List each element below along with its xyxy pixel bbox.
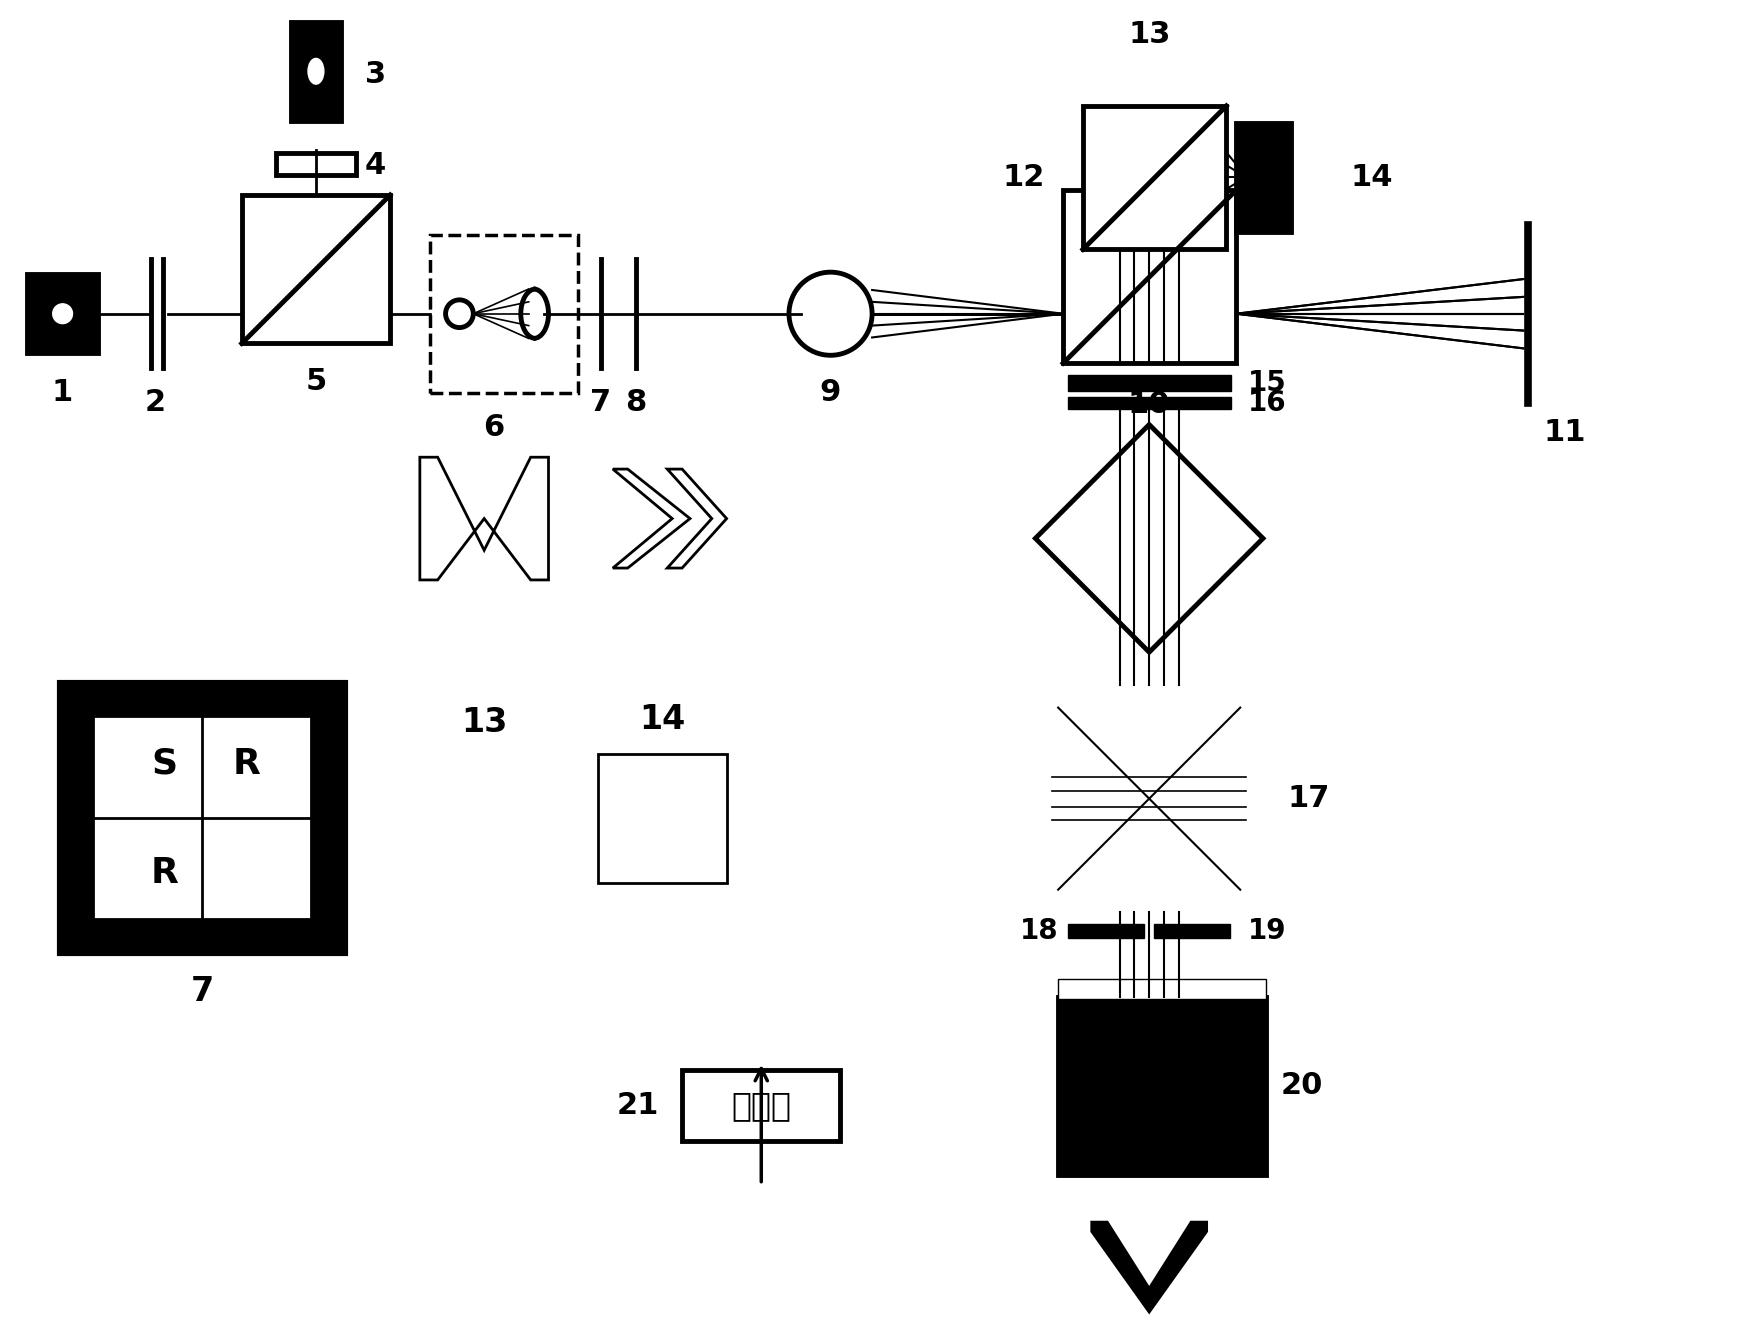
Bar — [1154, 924, 1230, 939]
Bar — [1067, 924, 1145, 939]
Text: 13: 13 — [1127, 20, 1170, 49]
Text: 15: 15 — [1249, 369, 1288, 397]
Text: 14: 14 — [639, 703, 686, 735]
Bar — [1067, 376, 1231, 390]
Bar — [1064, 190, 1237, 364]
Text: 19: 19 — [1249, 917, 1286, 945]
Text: 11: 11 — [1544, 418, 1586, 447]
Text: 7: 7 — [591, 388, 612, 417]
Text: 计算机: 计算机 — [732, 1088, 792, 1122]
FancyBboxPatch shape — [58, 682, 346, 955]
FancyBboxPatch shape — [93, 717, 310, 920]
Text: S: S — [152, 747, 178, 781]
Polygon shape — [1092, 1223, 1205, 1310]
Text: 6: 6 — [483, 413, 505, 443]
FancyBboxPatch shape — [1058, 996, 1267, 1175]
Text: 18: 18 — [1020, 917, 1058, 945]
Text: R: R — [233, 747, 261, 781]
Bar — [277, 154, 356, 175]
Polygon shape — [612, 469, 690, 568]
Circle shape — [53, 303, 72, 324]
Polygon shape — [1035, 425, 1263, 652]
Bar — [242, 195, 390, 344]
Text: 3: 3 — [365, 60, 386, 88]
Text: 2: 2 — [145, 388, 166, 417]
Text: 21: 21 — [616, 1091, 658, 1120]
Text: 20: 20 — [1281, 1071, 1323, 1100]
Bar — [1058, 979, 1267, 999]
Polygon shape — [667, 469, 727, 568]
FancyBboxPatch shape — [26, 274, 99, 353]
Ellipse shape — [309, 59, 325, 84]
Bar — [683, 1070, 840, 1140]
Bar — [1083, 106, 1226, 250]
Text: 9: 9 — [820, 378, 841, 408]
Text: 12: 12 — [1002, 163, 1044, 191]
Polygon shape — [420, 457, 549, 580]
Text: R: R — [150, 856, 178, 890]
Text: 8: 8 — [624, 388, 646, 417]
Bar — [598, 754, 727, 882]
Text: 14: 14 — [1349, 163, 1392, 191]
Bar — [430, 234, 579, 393]
Text: 1: 1 — [51, 378, 74, 408]
Text: 5: 5 — [305, 366, 326, 396]
Text: 17: 17 — [1288, 783, 1330, 813]
Text: 16: 16 — [1249, 389, 1286, 417]
Text: 13: 13 — [460, 706, 508, 739]
Text: 7: 7 — [191, 975, 213, 1008]
Bar — [1067, 397, 1231, 409]
Text: 10: 10 — [1127, 390, 1171, 420]
Text: 4: 4 — [365, 151, 386, 179]
FancyBboxPatch shape — [1237, 123, 1291, 231]
FancyBboxPatch shape — [291, 21, 340, 120]
